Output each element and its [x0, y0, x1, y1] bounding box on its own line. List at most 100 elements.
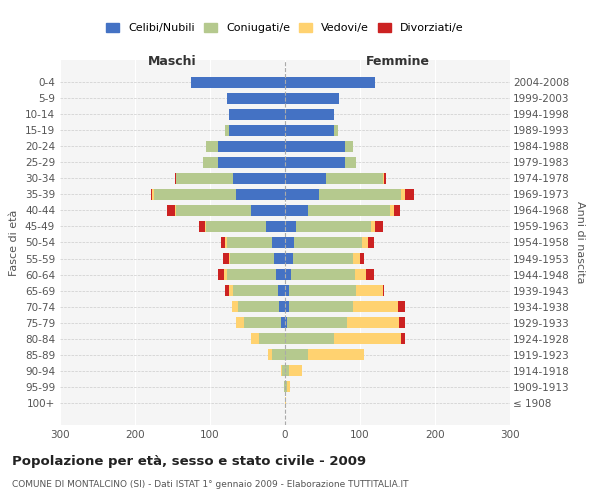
Bar: [405, 189, 414, 200]
Bar: [361, 237, 367, 248]
Bar: [334, 333, 401, 344]
Bar: [367, 237, 373, 248]
Bar: [285, 205, 308, 216]
Bar: [399, 317, 405, 328]
Bar: [203, 156, 218, 168]
Bar: [285, 173, 326, 184]
Bar: [296, 221, 371, 232]
Bar: [175, 205, 176, 216]
Bar: [375, 221, 383, 232]
Bar: [151, 189, 152, 200]
Bar: [285, 253, 293, 264]
Bar: [279, 301, 285, 312]
Bar: [268, 349, 271, 360]
Bar: [285, 333, 334, 344]
Text: COMUNE DI MONTALCINO (SI) - Dati ISTAT 1° gennaio 2009 - Elaborazione TUTTITALIA: COMUNE DI MONTALCINO (SI) - Dati ISTAT 1…: [12, 480, 409, 489]
Bar: [285, 349, 308, 360]
Bar: [319, 189, 401, 200]
Bar: [285, 237, 294, 248]
Bar: [232, 301, 238, 312]
Bar: [285, 301, 289, 312]
Bar: [176, 173, 233, 184]
Bar: [244, 317, 281, 328]
Bar: [281, 365, 282, 376]
Bar: [347, 317, 399, 328]
Bar: [383, 173, 384, 184]
Bar: [285, 92, 339, 104]
Bar: [308, 205, 390, 216]
Bar: [218, 140, 285, 152]
Bar: [230, 253, 274, 264]
Legend: Celibi/Nubili, Coniugati/e, Vedovi/e, Divorziati/e: Celibi/Nubili, Coniugati/e, Vedovi/e, Di…: [102, 18, 468, 38]
Text: Maschi: Maschi: [148, 55, 197, 68]
Bar: [394, 205, 400, 216]
Bar: [238, 301, 279, 312]
Bar: [293, 253, 353, 264]
Bar: [390, 205, 394, 216]
Bar: [266, 221, 285, 232]
Bar: [326, 173, 383, 184]
Y-axis label: Fasce di età: Fasce di età: [10, 210, 19, 276]
Bar: [236, 317, 244, 328]
Bar: [282, 365, 285, 376]
Bar: [225, 285, 229, 296]
Bar: [281, 317, 285, 328]
Bar: [285, 285, 289, 296]
Bar: [277, 285, 285, 296]
Bar: [285, 365, 289, 376]
Bar: [271, 237, 285, 248]
Bar: [229, 108, 285, 120]
Bar: [154, 189, 236, 200]
Bar: [285, 108, 334, 120]
Bar: [152, 189, 154, 200]
Bar: [287, 317, 347, 328]
Bar: [236, 189, 285, 200]
Bar: [167, 205, 175, 216]
Bar: [334, 124, 337, 136]
Bar: [233, 173, 285, 184]
Bar: [284, 381, 285, 392]
Bar: [366, 269, 373, 280]
Bar: [384, 173, 386, 184]
Bar: [199, 221, 205, 232]
Bar: [291, 269, 355, 280]
Bar: [225, 124, 229, 136]
Text: Femmine: Femmine: [365, 55, 430, 68]
Bar: [383, 285, 384, 296]
Bar: [289, 301, 353, 312]
Bar: [285, 221, 296, 232]
Bar: [345, 156, 356, 168]
Bar: [371, 221, 375, 232]
Bar: [259, 333, 285, 344]
Bar: [223, 269, 227, 280]
Bar: [289, 285, 356, 296]
Bar: [271, 349, 285, 360]
Y-axis label: Anni di nascita: Anni di nascita: [575, 201, 585, 284]
Bar: [355, 269, 366, 280]
Bar: [294, 237, 361, 248]
Bar: [289, 365, 302, 376]
Bar: [233, 285, 277, 296]
Bar: [229, 285, 233, 296]
Bar: [285, 397, 286, 408]
Bar: [353, 253, 360, 264]
Bar: [398, 301, 405, 312]
Bar: [225, 237, 227, 248]
Bar: [227, 269, 276, 280]
Bar: [285, 124, 334, 136]
Bar: [175, 173, 176, 184]
Bar: [206, 221, 266, 232]
Text: Popolazione per età, sesso e stato civile - 2009: Popolazione per età, sesso e stato civil…: [12, 455, 366, 468]
Bar: [223, 253, 229, 264]
Bar: [285, 156, 345, 168]
Bar: [287, 381, 290, 392]
Bar: [274, 253, 285, 264]
Bar: [285, 317, 287, 328]
Bar: [227, 237, 271, 248]
Bar: [191, 76, 285, 88]
Bar: [345, 140, 353, 152]
Bar: [401, 189, 405, 200]
Bar: [251, 205, 285, 216]
Bar: [285, 140, 345, 152]
Bar: [205, 221, 206, 232]
